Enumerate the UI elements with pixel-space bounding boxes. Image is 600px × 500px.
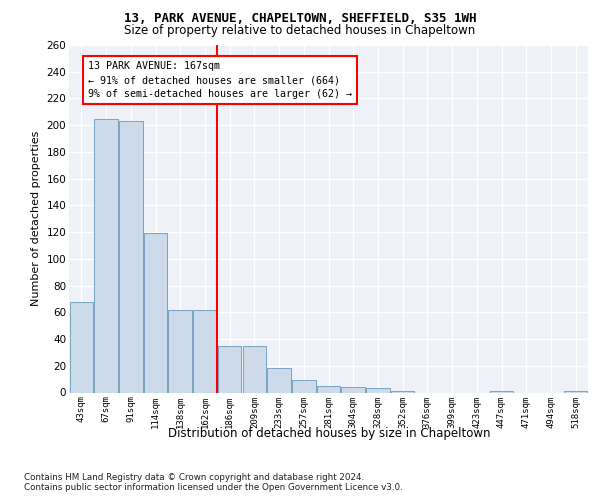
Text: 13, PARK AVENUE, CHAPELTOWN, SHEFFIELD, S35 1WH: 13, PARK AVENUE, CHAPELTOWN, SHEFFIELD, … bbox=[124, 12, 476, 26]
Bar bbox=[70, 302, 93, 392]
Bar bbox=[564, 391, 587, 392]
Bar bbox=[169, 310, 192, 392]
Bar bbox=[391, 391, 415, 392]
Bar bbox=[193, 310, 217, 392]
Bar bbox=[218, 346, 241, 393]
Y-axis label: Number of detached properties: Number of detached properties bbox=[31, 131, 41, 306]
Bar bbox=[366, 388, 389, 392]
Text: Distribution of detached houses by size in Chapeltown: Distribution of detached houses by size … bbox=[167, 428, 490, 440]
Text: Size of property relative to detached houses in Chapeltown: Size of property relative to detached ho… bbox=[124, 24, 476, 37]
Bar bbox=[119, 121, 143, 392]
Bar bbox=[490, 391, 513, 392]
Bar bbox=[317, 386, 340, 392]
Bar bbox=[242, 346, 266, 393]
Bar bbox=[292, 380, 316, 392]
Bar bbox=[268, 368, 291, 392]
Bar bbox=[144, 234, 167, 392]
Text: Contains HM Land Registry data © Crown copyright and database right 2024.
Contai: Contains HM Land Registry data © Crown c… bbox=[24, 472, 403, 492]
Bar bbox=[341, 387, 365, 392]
Text: 13 PARK AVENUE: 167sqm
← 91% of detached houses are smaller (664)
9% of semi-det: 13 PARK AVENUE: 167sqm ← 91% of detached… bbox=[88, 61, 352, 99]
Bar bbox=[94, 118, 118, 392]
